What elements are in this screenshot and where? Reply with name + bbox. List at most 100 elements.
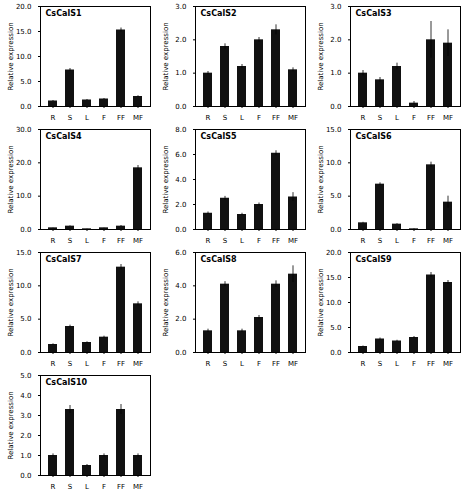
svg-text:R: R xyxy=(51,360,56,368)
svg-text:S: S xyxy=(68,237,73,245)
svg-text:S: S xyxy=(378,237,383,245)
svg-text:FF: FF xyxy=(117,483,125,491)
svg-text:0.0: 0.0 xyxy=(330,103,341,111)
svg-text:10.0: 10.0 xyxy=(326,159,342,167)
svg-text:FF: FF xyxy=(117,114,125,122)
svg-text:CsCalS3: CsCalS3 xyxy=(356,9,392,18)
svg-text:15.0: 15.0 xyxy=(326,274,342,282)
svg-text:F: F xyxy=(257,114,261,122)
svg-text:Relative expression: Relative expression xyxy=(162,268,170,336)
svg-text:3.0: 3.0 xyxy=(330,3,341,11)
svg-text:FF: FF xyxy=(427,237,435,245)
svg-text:5.0: 5.0 xyxy=(330,192,341,200)
svg-text:FF: FF xyxy=(272,360,280,368)
svg-text:20.0: 20.0 xyxy=(326,249,342,257)
svg-text:F: F xyxy=(102,237,106,245)
svg-text:R: R xyxy=(361,114,366,122)
svg-text:2.0: 2.0 xyxy=(175,315,186,323)
svg-text:L: L xyxy=(240,360,244,368)
svg-text:Relative expression: Relative expression xyxy=(162,22,170,90)
svg-text:10.0: 10.0 xyxy=(16,53,32,61)
svg-text:F: F xyxy=(412,237,416,245)
svg-text:F: F xyxy=(412,360,416,368)
svg-text:MF: MF xyxy=(288,360,298,368)
svg-text:L: L xyxy=(395,360,399,368)
svg-text:FF: FF xyxy=(427,114,435,122)
svg-text:F: F xyxy=(257,360,261,368)
svg-text:CsCalS2: CsCalS2 xyxy=(201,9,237,18)
svg-text:CsCalS7: CsCalS7 xyxy=(46,255,82,264)
svg-text:0.0: 0.0 xyxy=(175,349,186,357)
svg-text:MF: MF xyxy=(443,114,453,122)
svg-text:3.0: 3.0 xyxy=(175,3,186,11)
svg-text:L: L xyxy=(85,483,89,491)
svg-text:Relative expression: Relative expression xyxy=(7,268,15,336)
svg-text:5.0: 5.0 xyxy=(20,372,31,380)
svg-text:L: L xyxy=(395,237,399,245)
svg-text:Relative expression: Relative expression xyxy=(7,145,15,213)
svg-text:MF: MF xyxy=(288,114,298,122)
svg-text:FF: FF xyxy=(272,114,280,122)
svg-text:5.0: 5.0 xyxy=(20,78,31,86)
svg-text:15.0: 15.0 xyxy=(326,126,342,134)
svg-text:0.0: 0.0 xyxy=(330,349,341,357)
svg-text:R: R xyxy=(206,114,211,122)
svg-text:CsCalS6: CsCalS6 xyxy=(356,132,392,141)
svg-text:F: F xyxy=(102,360,106,368)
svg-text:FF: FF xyxy=(427,360,435,368)
svg-text:L: L xyxy=(240,237,244,245)
svg-text:15.0: 15.0 xyxy=(16,28,32,36)
svg-text:L: L xyxy=(240,114,244,122)
svg-text:R: R xyxy=(361,237,366,245)
svg-text:0.0: 0.0 xyxy=(175,226,186,234)
svg-text:1.0: 1.0 xyxy=(175,69,186,77)
svg-text:FF: FF xyxy=(272,237,280,245)
svg-text:0.0: 0.0 xyxy=(330,226,341,234)
svg-text:S: S xyxy=(68,483,73,491)
svg-text:FF: FF xyxy=(117,360,125,368)
svg-text:30.0: 30.0 xyxy=(16,126,32,134)
svg-text:R: R xyxy=(51,114,56,122)
svg-text:Relative expression: Relative expression xyxy=(317,268,325,336)
svg-text:1.0: 1.0 xyxy=(20,452,31,460)
svg-text:Relative expression: Relative expression xyxy=(7,391,15,459)
svg-text:Relative expression: Relative expression xyxy=(162,145,170,213)
svg-text:R: R xyxy=(51,237,56,245)
svg-text:S: S xyxy=(223,237,228,245)
svg-text:S: S xyxy=(223,360,228,368)
svg-text:Relative expression: Relative expression xyxy=(317,22,325,90)
svg-text:5.0: 5.0 xyxy=(20,315,31,323)
svg-text:MF: MF xyxy=(288,237,298,245)
svg-text:L: L xyxy=(85,360,89,368)
svg-text:1.0: 1.0 xyxy=(330,69,341,77)
svg-text:CsCalS9: CsCalS9 xyxy=(356,255,392,264)
svg-text:F: F xyxy=(257,237,261,245)
svg-text:S: S xyxy=(68,114,73,122)
svg-text:CsCalS1: CsCalS1 xyxy=(46,9,82,18)
svg-text:R: R xyxy=(206,360,211,368)
svg-text:5.0: 5.0 xyxy=(330,324,341,332)
svg-text:0.0: 0.0 xyxy=(175,103,186,111)
svg-text:MF: MF xyxy=(443,360,453,368)
svg-text:0.0: 0.0 xyxy=(20,349,31,357)
svg-text:Relative expression: Relative expression xyxy=(7,22,15,90)
svg-text:CsCalS4: CsCalS4 xyxy=(46,132,82,141)
svg-text:MF: MF xyxy=(133,237,143,245)
svg-text:F: F xyxy=(102,114,106,122)
svg-text:2.0: 2.0 xyxy=(20,432,31,440)
svg-text:0.0: 0.0 xyxy=(20,472,31,480)
svg-text:CsCalS8: CsCalS8 xyxy=(201,255,237,264)
svg-text:4.0: 4.0 xyxy=(20,392,31,400)
svg-text:6.0: 6.0 xyxy=(175,151,186,159)
svg-text:20.0: 20.0 xyxy=(16,3,32,11)
svg-text:4.0: 4.0 xyxy=(175,282,186,290)
svg-text:6.0: 6.0 xyxy=(175,249,186,257)
svg-text:4.0: 4.0 xyxy=(175,176,186,184)
svg-text:L: L xyxy=(85,237,89,245)
svg-text:Relative expression: Relative expression xyxy=(317,145,325,213)
svg-text:MF: MF xyxy=(133,114,143,122)
svg-text:S: S xyxy=(223,114,228,122)
svg-text:0.0: 0.0 xyxy=(20,226,31,234)
svg-text:S: S xyxy=(68,360,73,368)
svg-text:0.0: 0.0 xyxy=(20,103,31,111)
